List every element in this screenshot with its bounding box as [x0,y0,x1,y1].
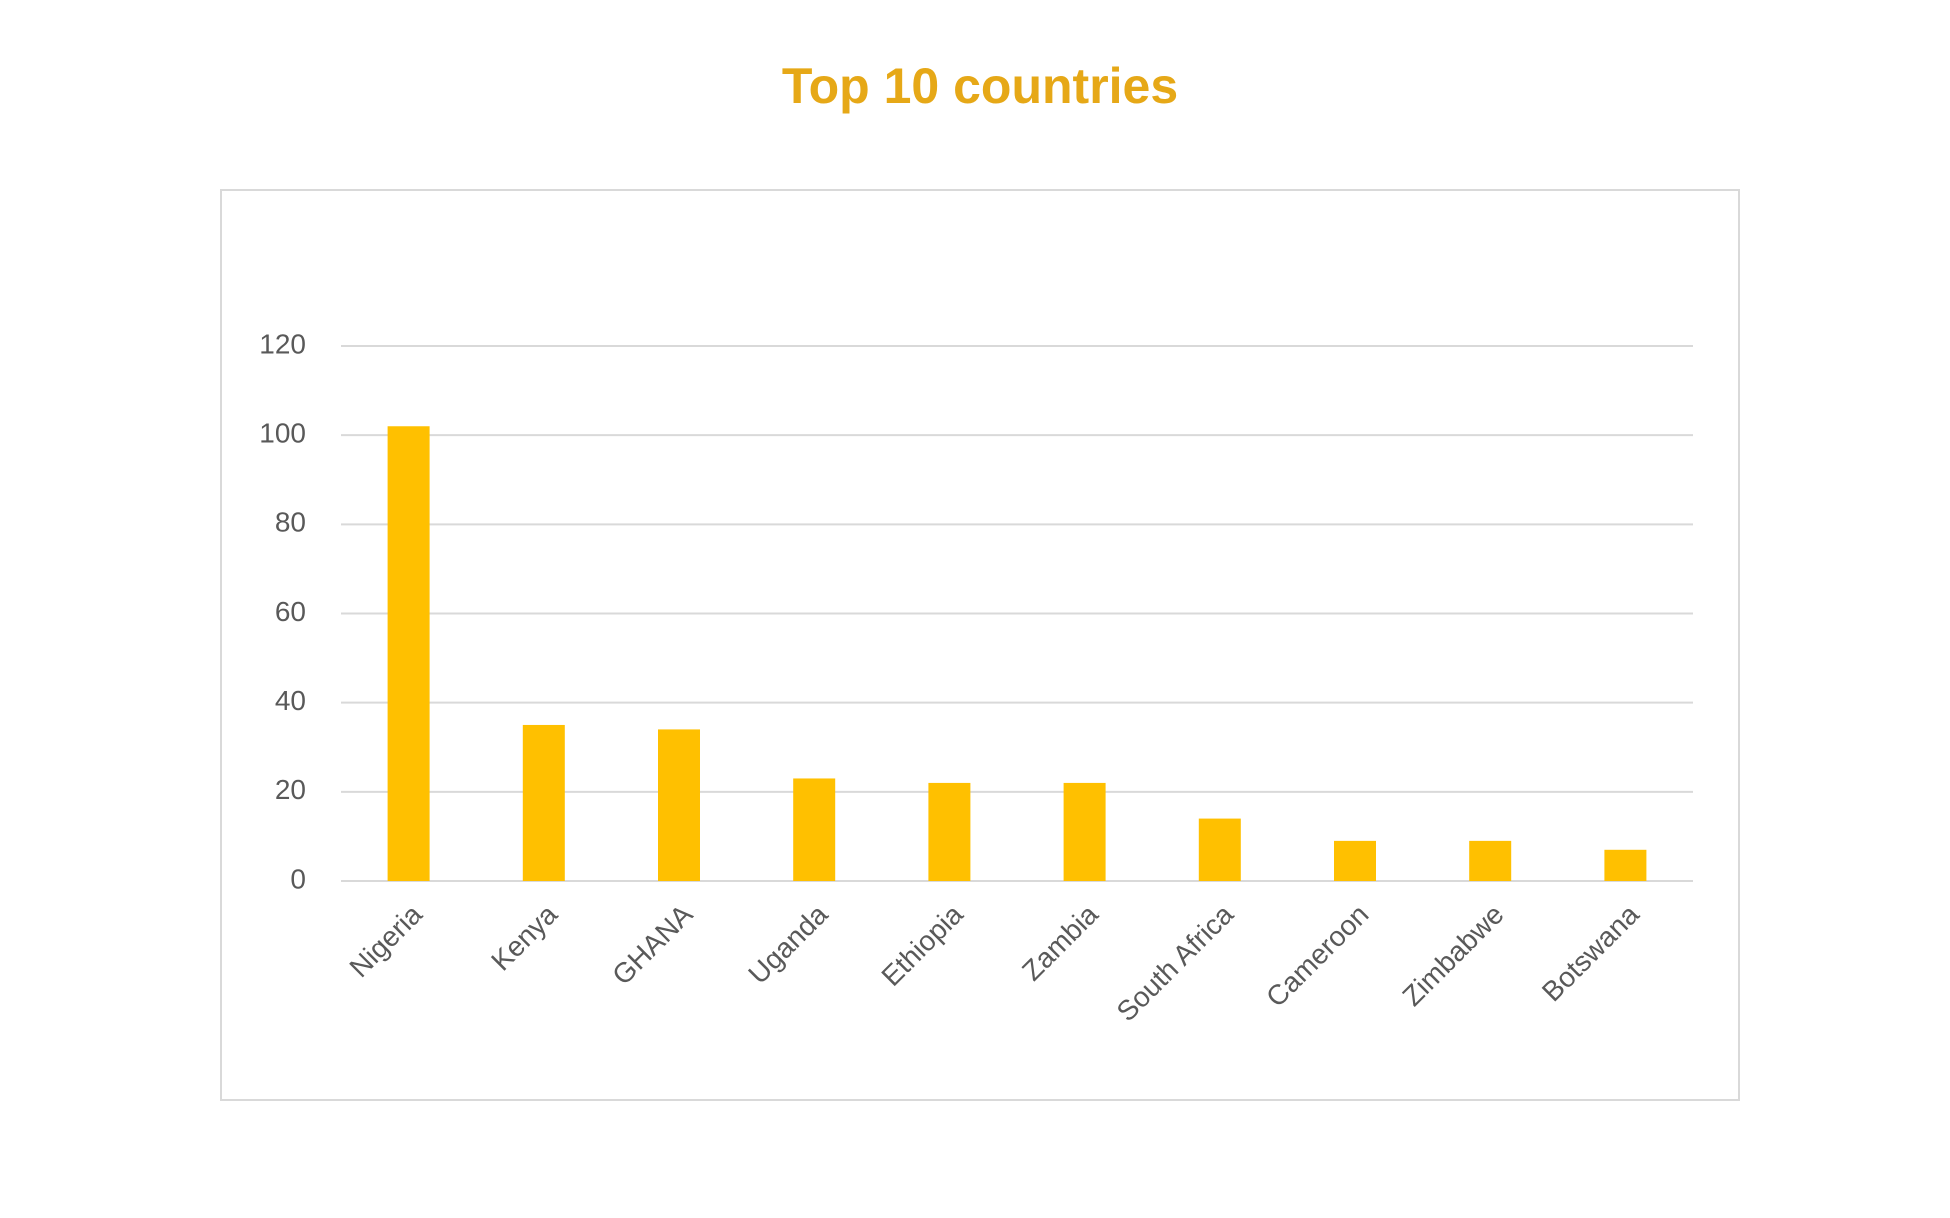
bar [1063,782,1106,881]
bar [1469,840,1512,881]
bar [928,782,971,881]
y-tick-label: 80 [275,507,306,538]
bar [793,778,836,881]
y-tick-label: 0 [290,863,306,894]
bar [1334,840,1376,881]
y-tick-label: 100 [259,418,306,449]
y-tick-label: 20 [275,774,306,805]
bar [387,426,430,881]
y-tick-label: 40 [275,685,306,716]
bar [658,729,700,881]
y-tick-label: 120 [259,328,306,359]
chart-frame [220,189,1740,1101]
chart-title: Top 10 countries [782,58,1178,114]
bar [1604,849,1647,881]
y-tick-label: 60 [275,596,306,627]
bar [522,724,565,881]
bar [1198,818,1241,881]
